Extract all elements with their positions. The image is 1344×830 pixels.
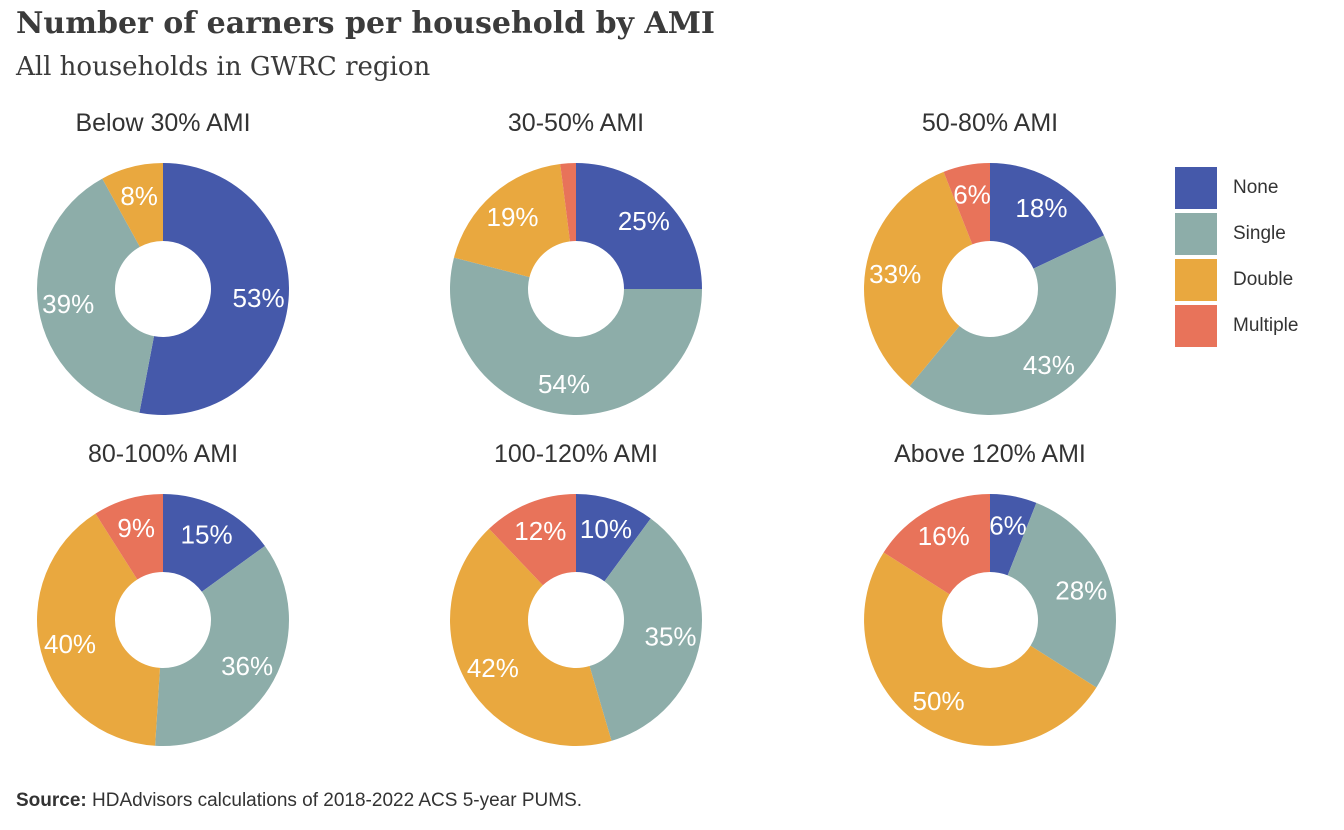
legend-swatch-double [1175,259,1217,301]
slice-label: 53% [233,283,285,313]
slice-label: 28% [1055,575,1107,605]
slice-none [576,494,651,582]
donut-title: 80-100% AMI [88,440,238,468]
legend-item-multiple: Multiple [1175,303,1298,349]
slice-multiple [95,494,163,580]
slice-single [36,178,155,413]
slice-label: 15% [181,519,233,549]
slice-single [589,518,702,741]
legend-swatch-single [1175,213,1217,255]
donut-chart-2: 30-50% AMI 25% 54% 19% [449,109,702,416]
legend-item-single: Single [1175,211,1298,257]
slice-label: 35% [645,622,697,652]
slice-single [909,235,1116,415]
legend-label-none: None [1233,177,1279,198]
donut-chart-3: 50-80% AMI 18% 43% 33% 6% [864,109,1116,415]
slice-multiple [560,163,576,242]
donut-title: Below 30% AMI [75,109,250,137]
slice-multiple [489,494,576,586]
source-note: Source: HDAdvisors calculations of 2018-… [16,790,582,812]
slice-single [1007,502,1117,688]
slice-label: 39% [42,289,94,319]
slice-single [155,545,289,746]
slice-double [453,163,570,278]
legend-swatch-multiple [1175,305,1217,347]
legend-label-double: Double [1233,269,1294,290]
slice-label: 54% [538,369,590,399]
slice-label: 50% [913,686,965,716]
legend-item-double: Double [1175,257,1298,303]
slice-label: 19% [486,202,538,232]
legend-swatch-none [1175,167,1217,209]
legend-label-single: Single [1233,223,1286,244]
slice-label: 9% [117,513,155,543]
donut-chart-6: Above 120% AMI 6% 28% 50% 16% [864,440,1117,746]
slice-label: 36% [221,651,273,681]
legend-label-multiple: Multiple [1233,315,1299,336]
slice-none [990,163,1105,269]
slice-single [449,257,702,416]
slice-double [864,171,973,387]
donut-title: 30-50% AMI [508,109,644,137]
slice-label: 10% [580,514,632,544]
slice-none [576,163,702,289]
slice-label: 18% [1015,193,1067,223]
slice-label: 40% [44,629,96,659]
slice-label: 33% [869,259,921,289]
donut-title: 100-120% AMI [494,440,658,468]
source-text: HDAdvisors calculations of 2018-2022 ACS… [92,790,583,811]
donut-chart-5: 100-120% AMI 10% 35% 42% 12% [450,440,702,747]
slice-double [864,552,1097,746]
donut-title: 50-80% AMI [922,109,1058,137]
chart-subtitle: All households in GWRC region [16,52,431,82]
legend: None Single Double Multiple [1175,165,1298,349]
slice-label: 43% [1023,350,1075,380]
slice-label: 42% [467,653,519,683]
chart-title: Number of earners per household by AMI [16,6,715,41]
slice-label: 8% [120,181,158,211]
slice-multiple [883,494,990,595]
slice-double [102,163,163,247]
slice-label: 12% [514,516,566,546]
slice-none [990,494,1037,576]
slice-label: 25% [618,206,670,236]
donut-chart-1: Below 30% AMI 53% 39% 8% [36,109,289,415]
slice-label: 16% [918,521,970,551]
donut-chart-4: 80-100% AMI 15% 36% 40% 9% [37,440,289,746]
slice-double [450,528,612,747]
slice-multiple [943,163,990,245]
slice-none [139,163,289,415]
slice-label: 6% [953,180,991,210]
slice-double [37,513,160,746]
legend-item-none: None [1175,165,1298,211]
donut-title: Above 120% AMI [894,440,1086,468]
slice-label: 6% [989,511,1027,541]
slice-none [163,494,265,592]
source-label: Source: [16,790,87,811]
